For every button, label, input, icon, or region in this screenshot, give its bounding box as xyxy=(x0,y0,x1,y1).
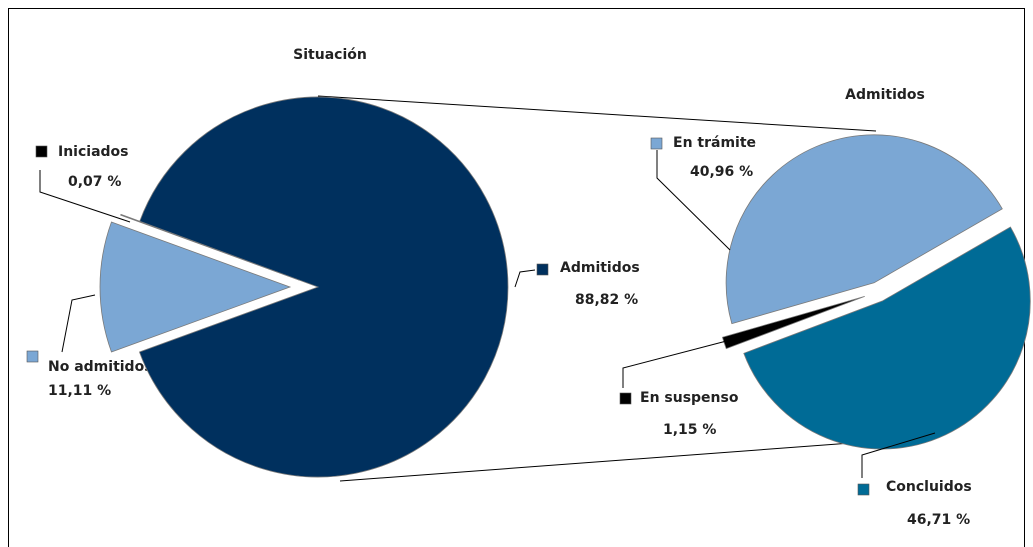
value-label: 0,07 % xyxy=(68,174,121,190)
value-label: 88,82 % xyxy=(575,292,638,308)
legend-key xyxy=(619,392,632,405)
legend-key xyxy=(536,263,549,276)
pie-slice xyxy=(99,221,292,353)
legend-key xyxy=(857,483,870,496)
slice-label: En suspenso xyxy=(640,390,739,406)
leader-line xyxy=(622,337,739,388)
slice-label: En trámite xyxy=(673,135,756,151)
value-label: 1,15 % xyxy=(663,422,716,438)
pie-slice xyxy=(743,226,1031,450)
leader-line xyxy=(61,294,96,353)
connector xyxy=(317,95,877,132)
chart-title: Admitidos xyxy=(845,87,925,103)
legend-key xyxy=(35,145,48,158)
leader-line xyxy=(39,170,131,223)
leader-line xyxy=(514,269,536,288)
slice-label: Concluidos xyxy=(886,479,972,495)
pie-slice xyxy=(725,134,1003,325)
pie-slice xyxy=(721,296,865,350)
value-label: 40,96 % xyxy=(690,164,753,180)
pie-slice xyxy=(138,96,509,478)
slice-label: Admitidos xyxy=(560,260,640,276)
leader-line xyxy=(656,150,731,251)
value-label: 46,71 % xyxy=(907,512,970,528)
legend-key xyxy=(650,137,663,150)
chart-title: Situación xyxy=(293,47,367,63)
slice-label: Iniciados xyxy=(58,144,129,160)
slice-label: No admitidos xyxy=(48,359,153,375)
legend-key xyxy=(26,350,39,363)
connector xyxy=(339,439,893,482)
leader-line xyxy=(861,432,936,478)
value-label: 11,11 % xyxy=(48,383,111,399)
